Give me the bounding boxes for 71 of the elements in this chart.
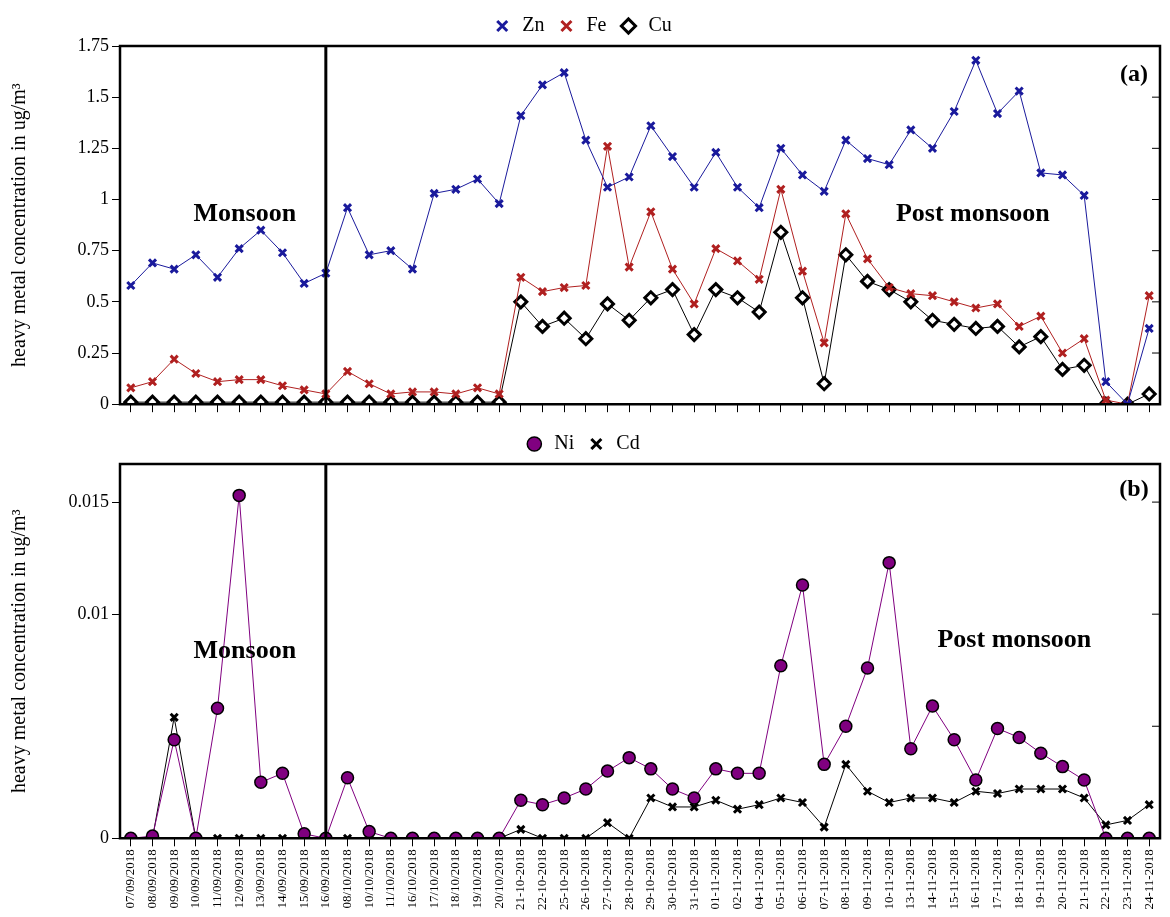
x-tick-label: 11/10/2018 — [382, 849, 398, 909]
annotation: (a) — [1120, 59, 1148, 86]
y-tick-label: 1.5 — [86, 85, 109, 106]
x-tick-label: 07/09/2018 — [122, 849, 138, 909]
y-axis-title: heavy metal concentration in ug/m³ — [7, 83, 31, 367]
y-tick-label: 0.25 — [77, 341, 109, 362]
x-tick-label: 17-11-2018 — [988, 849, 1004, 910]
y-tick-label: 1.75 — [77, 34, 109, 55]
x-tick-label: 07-11-2018 — [815, 849, 831, 910]
annotation: (b) — [1119, 475, 1149, 502]
x-tick-label: 02-11-2018 — [728, 849, 744, 910]
x-tick-label: 04-11-2018 — [750, 849, 766, 910]
x-tick-label: 30-10-2018 — [663, 849, 679, 911]
x-tick-label: 05-11-2018 — [772, 849, 788, 910]
legend-label: Fe — [586, 13, 607, 36]
x-tick-label: 21-10-2018 — [512, 849, 528, 911]
y-tick-label: 1.25 — [77, 137, 109, 158]
x-tick-label: 13/09/2018 — [252, 849, 268, 909]
x-tick-label: 08-11-2018 — [837, 849, 853, 910]
x-tick-label: 15/09/2018 — [295, 849, 311, 909]
x-tick-label: 26-10-2018 — [577, 849, 593, 911]
legend-label: Ni — [554, 431, 575, 454]
y-tick-label: 0.75 — [77, 239, 109, 260]
x-tick-label: 19/10/2018 — [468, 849, 484, 909]
x-tick-label: 10-11-2018 — [880, 849, 896, 910]
x-tick-label: 08/09/2018 — [143, 849, 159, 909]
y-tick-label: 0.01 — [77, 602, 109, 623]
x-tick-label: 16-11-2018 — [967, 849, 983, 910]
annotation: Post monsoon — [895, 198, 1051, 228]
x-tick-label: 13-11-2018 — [902, 849, 918, 910]
x-tick-label: 11/09/2018 — [208, 849, 224, 909]
x-tick-label: 14/09/2018 — [273, 849, 289, 909]
x-tick-label: 19-11-2018 — [1032, 849, 1048, 910]
x-tick-label: 27-10-2018 — [598, 849, 614, 911]
y-tick-label: 0.015 — [68, 490, 109, 511]
x-tick-label: 17/10/2018 — [425, 849, 441, 909]
x-tick-label: 18/10/2018 — [447, 849, 463, 909]
x-tick-label: 08/10/2018 — [338, 849, 354, 909]
x-tick-label: 24-11-2018 — [1140, 849, 1156, 910]
x-tick-label: 22-11-2018 — [1097, 849, 1113, 910]
y-tick-label: 0 — [100, 392, 109, 413]
x-tick-label: 28-10-2018 — [620, 849, 636, 911]
x-tick-label: 16/10/2018 — [403, 849, 419, 909]
x-tick-label: 14-11-2018 — [923, 849, 939, 910]
y-axis-title: heavy metal concentration in ug/m³ — [7, 509, 31, 794]
x-tick-label: 09/09/2018 — [165, 849, 181, 909]
x-tick-label: 20-11-2018 — [1053, 849, 1069, 910]
x-tick-label: 09-11-2018 — [858, 849, 874, 910]
x-tick-label: 20/10/2018 — [490, 849, 506, 909]
x-tick-label: 25-10-2018 — [555, 849, 571, 911]
x-tick-label: 12/09/2018 — [230, 849, 246, 909]
x-tick-label: 10/09/2018 — [187, 849, 203, 909]
y-tick-label: 0 — [100, 827, 109, 848]
y-tick-label: 0.5 — [86, 290, 109, 311]
legend-label: Cd — [616, 431, 640, 454]
x-tick-label: 16/09/2018 — [317, 849, 333, 909]
legend-label: Zn — [522, 13, 545, 36]
x-tick-label: 31-10-2018 — [685, 849, 701, 911]
x-tick-label: 01-11-2018 — [707, 849, 723, 910]
x-tick-label: 10/10/2018 — [360, 849, 376, 909]
legend-label: Cu — [648, 13, 672, 36]
annotation: Post monsoon — [937, 623, 1092, 653]
x-tick-label: 18-11-2018 — [1010, 849, 1026, 910]
y-tick-label: 1 — [100, 188, 109, 209]
x-tick-label: 22-10-2018 — [533, 849, 549, 911]
x-tick-label: 23-11-2018 — [1118, 849, 1134, 910]
x-tick-label: 06-11-2018 — [793, 849, 809, 910]
x-tick-label: 29-10-2018 — [642, 849, 658, 911]
x-tick-label: 15-11-2018 — [945, 849, 961, 910]
annotation: Monsoon — [193, 198, 297, 228]
x-tick-label: 21-11-2018 — [1075, 849, 1091, 910]
